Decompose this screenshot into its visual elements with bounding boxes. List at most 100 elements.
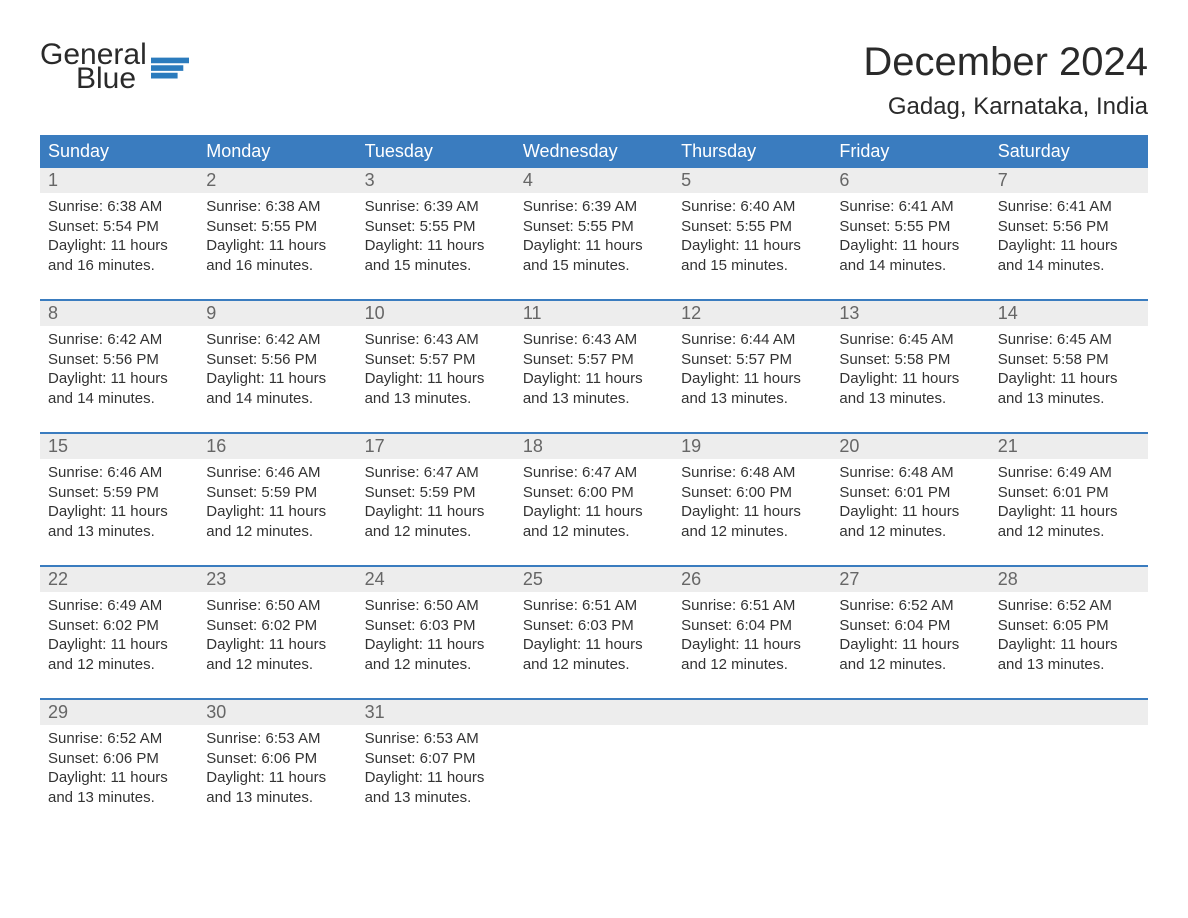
day-cell: Sunrise: 6:38 AMSunset: 5:55 PMDaylight:…: [198, 193, 356, 299]
daylight-text: Daylight: 11 hours and 16 minutes.: [206, 236, 348, 275]
daylight-text: Daylight: 11 hours and 12 minutes.: [523, 635, 665, 674]
day-number: 22: [40, 567, 198, 592]
sunrise-text: Sunrise: 6:41 AM: [998, 197, 1140, 217]
sunrise-text: Sunrise: 6:39 AM: [365, 197, 507, 217]
day-cell: Sunrise: 6:42 AMSunset: 5:56 PMDaylight:…: [198, 326, 356, 432]
day-number: 12: [673, 301, 831, 326]
sunset-text: Sunset: 6:00 PM: [523, 483, 665, 503]
sunrise-text: Sunrise: 6:49 AM: [998, 463, 1140, 483]
day-cell: Sunrise: 6:53 AMSunset: 6:07 PMDaylight:…: [357, 725, 515, 831]
sunrise-text: Sunrise: 6:39 AM: [523, 197, 665, 217]
dayname-wednesday: Wednesday: [515, 135, 673, 168]
sunset-text: Sunset: 5:55 PM: [206, 217, 348, 237]
day-header-row: Sunday Monday Tuesday Wednesday Thursday…: [40, 135, 1148, 168]
header-row: General Blue December 2024 Gadag, Karnat…: [40, 40, 1148, 121]
day-number: 10: [357, 301, 515, 326]
sunset-text: Sunset: 5:55 PM: [681, 217, 823, 237]
sunset-text: Sunset: 5:58 PM: [998, 350, 1140, 370]
day-cell: Sunrise: 6:51 AMSunset: 6:04 PMDaylight:…: [673, 592, 831, 698]
calendar: Sunday Monday Tuesday Wednesday Thursday…: [40, 135, 1148, 831]
day-number: 18: [515, 434, 673, 459]
daylight-text: Daylight: 11 hours and 12 minutes.: [48, 635, 190, 674]
dayname-sunday: Sunday: [40, 135, 198, 168]
sunset-text: Sunset: 6:02 PM: [48, 616, 190, 636]
daylight-text: Daylight: 11 hours and 13 minutes.: [523, 369, 665, 408]
day-number: 19: [673, 434, 831, 459]
sunset-text: Sunset: 5:57 PM: [365, 350, 507, 370]
day-cell: [515, 725, 673, 831]
daylight-text: Daylight: 11 hours and 13 minutes.: [365, 768, 507, 807]
day-cell: Sunrise: 6:45 AMSunset: 5:58 PMDaylight:…: [831, 326, 989, 432]
day-number: 11: [515, 301, 673, 326]
sunset-text: Sunset: 5:56 PM: [206, 350, 348, 370]
daylight-text: Daylight: 11 hours and 13 minutes.: [365, 369, 507, 408]
sunrise-text: Sunrise: 6:51 AM: [681, 596, 823, 616]
day-number: 14: [990, 301, 1148, 326]
sunrise-text: Sunrise: 6:53 AM: [365, 729, 507, 749]
daylight-text: Daylight: 11 hours and 16 minutes.: [48, 236, 190, 275]
week-num-row: 22232425262728: [40, 565, 1148, 592]
sunrise-text: Sunrise: 6:48 AM: [681, 463, 823, 483]
day-cell: Sunrise: 6:46 AMSunset: 5:59 PMDaylight:…: [40, 459, 198, 565]
sunrise-text: Sunrise: 6:44 AM: [681, 330, 823, 350]
month-title: December 2024: [863, 40, 1148, 85]
day-cell: Sunrise: 6:50 AMSunset: 6:03 PMDaylight:…: [357, 592, 515, 698]
day-cell: Sunrise: 6:47 AMSunset: 5:59 PMDaylight:…: [357, 459, 515, 565]
daylight-text: Daylight: 11 hours and 13 minutes.: [48, 502, 190, 541]
day-cell: Sunrise: 6:43 AMSunset: 5:57 PMDaylight:…: [515, 326, 673, 432]
day-cell: [673, 725, 831, 831]
daylight-text: Daylight: 11 hours and 13 minutes.: [48, 768, 190, 807]
sunset-text: Sunset: 6:05 PM: [998, 616, 1140, 636]
day-cell: Sunrise: 6:41 AMSunset: 5:56 PMDaylight:…: [990, 193, 1148, 299]
sunset-text: Sunset: 6:04 PM: [839, 616, 981, 636]
week-content-row: Sunrise: 6:49 AMSunset: 6:02 PMDaylight:…: [40, 592, 1148, 698]
dayname-monday: Monday: [198, 135, 356, 168]
day-cell: Sunrise: 6:49 AMSunset: 6:02 PMDaylight:…: [40, 592, 198, 698]
week-num-row: 293031: [40, 698, 1148, 725]
sunrise-text: Sunrise: 6:52 AM: [998, 596, 1140, 616]
sunrise-text: Sunrise: 6:42 AM: [206, 330, 348, 350]
daylight-text: Daylight: 11 hours and 13 minutes.: [998, 635, 1140, 674]
sunrise-text: Sunrise: 6:50 AM: [365, 596, 507, 616]
day-number: 4: [515, 168, 673, 193]
sunrise-text: Sunrise: 6:50 AM: [206, 596, 348, 616]
sunrise-text: Sunrise: 6:45 AM: [839, 330, 981, 350]
day-cell: [831, 725, 989, 831]
sunset-text: Sunset: 5:55 PM: [365, 217, 507, 237]
sunset-text: Sunset: 6:06 PM: [206, 749, 348, 769]
day-number: 8: [40, 301, 198, 326]
dayname-tuesday: Tuesday: [357, 135, 515, 168]
sunrise-text: Sunrise: 6:43 AM: [523, 330, 665, 350]
sunset-text: Sunset: 6:01 PM: [839, 483, 981, 503]
day-cell: Sunrise: 6:48 AMSunset: 6:01 PMDaylight:…: [831, 459, 989, 565]
sunrise-text: Sunrise: 6:48 AM: [839, 463, 981, 483]
day-number: 25: [515, 567, 673, 592]
day-cell: Sunrise: 6:46 AMSunset: 5:59 PMDaylight:…: [198, 459, 356, 565]
day-number: 15: [40, 434, 198, 459]
day-number: 5: [673, 168, 831, 193]
sunset-text: Sunset: 5:56 PM: [998, 217, 1140, 237]
day-number: 7: [990, 168, 1148, 193]
day-number: 16: [198, 434, 356, 459]
day-cell: Sunrise: 6:52 AMSunset: 6:06 PMDaylight:…: [40, 725, 198, 831]
day-number: 13: [831, 301, 989, 326]
day-number: 23: [198, 567, 356, 592]
day-cell: Sunrise: 6:45 AMSunset: 5:58 PMDaylight:…: [990, 326, 1148, 432]
sunrise-text: Sunrise: 6:43 AM: [365, 330, 507, 350]
daylight-text: Daylight: 11 hours and 13 minutes.: [681, 369, 823, 408]
sunset-text: Sunset: 5:55 PM: [523, 217, 665, 237]
day-cell: Sunrise: 6:39 AMSunset: 5:55 PMDaylight:…: [515, 193, 673, 299]
logo: General Blue: [40, 40, 189, 94]
day-cell: Sunrise: 6:52 AMSunset: 6:05 PMDaylight:…: [990, 592, 1148, 698]
week-num-row: 891011121314: [40, 299, 1148, 326]
day-number: 6: [831, 168, 989, 193]
daylight-text: Daylight: 11 hours and 13 minutes.: [998, 369, 1140, 408]
sunrise-text: Sunrise: 6:46 AM: [206, 463, 348, 483]
weeks-container: 1234567Sunrise: 6:38 AMSunset: 5:54 PMDa…: [40, 168, 1148, 831]
day-number: 30: [198, 700, 356, 725]
logo-flag-icon: [151, 57, 189, 81]
daylight-text: Daylight: 11 hours and 13 minutes.: [206, 768, 348, 807]
day-cell: Sunrise: 6:44 AMSunset: 5:57 PMDaylight:…: [673, 326, 831, 432]
daylight-text: Daylight: 11 hours and 15 minutes.: [523, 236, 665, 275]
sunrise-text: Sunrise: 6:52 AM: [839, 596, 981, 616]
